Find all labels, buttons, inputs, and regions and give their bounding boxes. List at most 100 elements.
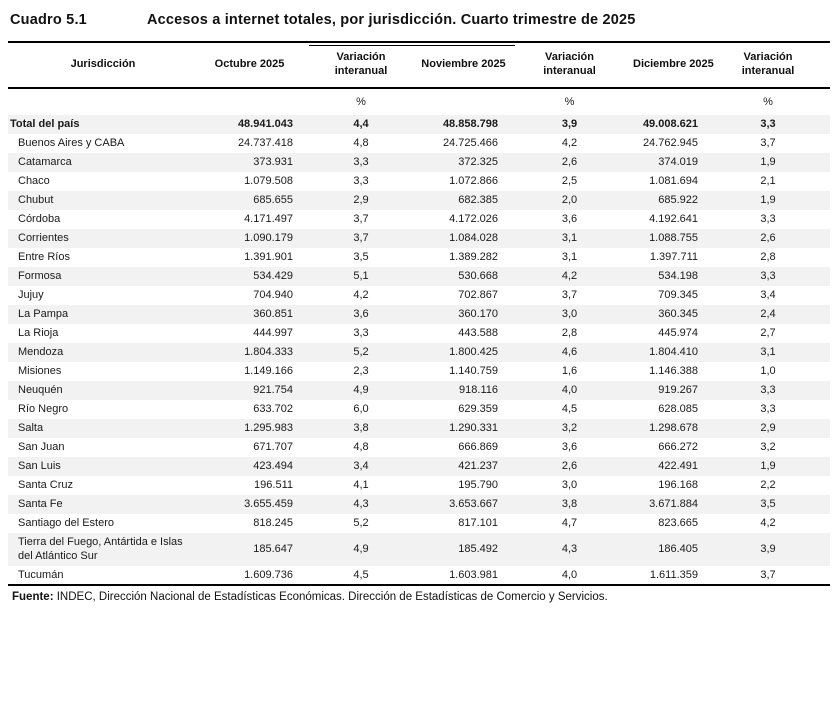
november-variation-cell: 2,6: [561, 156, 578, 169]
jurisdiction-cell: Buenos Aires y CABA: [18, 137, 125, 150]
column-header-noviembre: Noviembre 2025: [421, 42, 506, 89]
column-header-variacion-diciembre: Variación interanual: [706, 42, 830, 89]
october-variation-cell: 4,8: [353, 441, 369, 454]
jurisdiction-cell: Santa Cruz: [18, 479, 74, 492]
jurisdiction-cell: La Pampa: [18, 308, 69, 321]
november-value-cell: 24.725.466: [442, 137, 498, 150]
november-variation-cell: 4,2: [561, 137, 578, 150]
november-value-cell: 1.389.282: [449, 251, 498, 264]
column-header-label: Diciembre 2025: [633, 58, 714, 71]
december-variation-cell: 2,9: [760, 422, 776, 435]
november-variation-cell: 4,0: [561, 568, 578, 581]
october-value-cell: 4.171.497: [244, 213, 293, 226]
october-value-cell: 1.079.508: [244, 175, 293, 188]
unit-cell-empty: [8, 88, 198, 115]
december-value-cell: 1.611.359: [649, 568, 698, 581]
october-value-cell: 1.609.736: [244, 568, 293, 581]
jurisdiction-cell: Chubut: [18, 194, 54, 207]
table-row: Chaco 1.079.508 3,3 1.072.866 2,5 1.081.…: [8, 172, 830, 191]
table-row: Entre Ríos 1.391.901 3,5 1.389.282 3,1 1…: [8, 248, 830, 267]
december-value-cell: 1.146.388: [649, 365, 698, 378]
november-value-cell: 421.237: [458, 460, 498, 473]
table-row: La Pampa 360.851 3,6 360.170 3,0 360.345…: [8, 305, 830, 324]
table-row: Corrientes 1.090.179 3,7 1.084.028 3,1 1…: [8, 229, 830, 248]
october-variation-cell: 4,5: [353, 568, 369, 581]
table-row: Tucumán 1.609.736 4,5 1.603.981 4,0 1.61…: [8, 566, 830, 585]
november-value-cell: 1.140.759: [449, 365, 498, 378]
november-value-cell: 629.359: [458, 403, 498, 416]
december-value-cell: 196.168: [658, 479, 698, 492]
table-body: Total del país 48.941.043 4,4 48.858.798…: [8, 115, 830, 585]
november-variation-cell: 4,6: [561, 346, 578, 359]
december-variation-cell: 4,2: [760, 517, 776, 530]
november-variation-cell: 3,9: [561, 118, 578, 131]
october-value-cell: 185.647: [253, 543, 293, 556]
jurisdiction-cell: Total del país: [10, 118, 80, 131]
december-variation-cell: 3,7: [760, 137, 776, 150]
page-title: Accesos a internet totales, por jurisdic…: [146, 12, 636, 28]
december-variation-cell: 1,9: [760, 460, 776, 473]
october-value-cell: 818.245: [253, 517, 293, 530]
october-variation-cell: 3,7: [353, 232, 369, 245]
jurisdiction-cell: Santiago del Estero: [18, 517, 115, 530]
december-value-cell: 534.198: [658, 270, 698, 283]
data-table: Jurisdicción Octubre 2025 Variación inte…: [8, 41, 830, 586]
december-value-cell: 919.267: [658, 384, 698, 397]
november-variation-cell: 4,5: [561, 403, 578, 416]
november-value-cell: 1.084.028: [449, 232, 498, 245]
jurisdiction-cell: Jujuy: [18, 289, 44, 302]
december-variation-cell: 2,1: [760, 175, 776, 188]
october-value-cell: 671.707: [253, 441, 293, 454]
november-value-cell: 372.325: [458, 156, 498, 169]
jurisdiction-cell: Río Negro: [18, 403, 69, 416]
table-row: Formosa 534.429 5,1 530.668 4,2 534.198 …: [8, 267, 830, 286]
october-value-cell: 1.090.179: [244, 232, 293, 245]
november-variation-cell: 3,7: [561, 289, 578, 302]
november-value-cell: 530.668: [458, 270, 498, 283]
table-row: Total del país 48.941.043 4,4 48.858.798…: [8, 115, 830, 134]
column-header-diciembre: Diciembre 2025: [633, 42, 714, 89]
table-row: Santiago del Estero 818.245 5,2 817.101 …: [8, 514, 830, 533]
december-variation-cell: 3,7: [760, 568, 776, 581]
table-row: Santa Fe 3.655.459 4,3 3.653.667 3,8 3.6…: [8, 495, 830, 514]
november-variation-cell: 2,8: [561, 327, 578, 340]
december-value-cell: 1.088.755: [649, 232, 698, 245]
october-value-cell: 1.804.333: [244, 346, 293, 359]
table-row: Jujuy 704.940 4,2 702.867 3,7 709.345 3,…: [8, 286, 830, 305]
october-value-cell: 685.655: [253, 194, 293, 207]
november-variation-cell: 3,1: [561, 251, 578, 264]
table-row: La Rioja 444.997 3,3 443.588 2,8 445.974…: [8, 324, 830, 343]
december-value-cell: 1.397.711: [649, 251, 698, 264]
november-value-cell: 443.588: [458, 327, 498, 340]
jurisdiction-cell: Tierra del Fuego, Antártida e Islas del …: [18, 536, 183, 563]
november-value-cell: 1.603.981: [449, 568, 498, 581]
november-variation-cell: 3,0: [561, 308, 578, 321]
october-value-cell: 921.754: [253, 384, 293, 397]
december-variation-cell: 3,9: [760, 543, 776, 556]
december-variation-cell: 3,3: [760, 384, 776, 397]
unit-percent: %: [356, 96, 366, 108]
table-number: Cuadro 5.1: [10, 12, 87, 28]
october-variation-cell: 4,4: [353, 118, 369, 131]
table-row: Salta 1.295.983 3,8 1.290.331 3,2 1.298.…: [8, 419, 830, 438]
table-caption: Cuadro 5.1 Accesos a internet totales, p…: [8, 12, 830, 28]
jurisdiction-cell: Tucumán: [18, 568, 64, 581]
november-value-cell: 1.800.425: [449, 346, 498, 359]
october-value-cell: 534.429: [253, 270, 293, 283]
october-variation-cell: 3,3: [353, 327, 369, 340]
october-variation-cell: 3,3: [353, 156, 369, 169]
column-header-label: Variación interanual: [543, 51, 596, 77]
december-variation-cell: 2,4: [760, 308, 776, 321]
table-row: Catamarca 373.931 3,3 372.325 2,6 374.01…: [8, 153, 830, 172]
unit-cell-empty: [633, 88, 706, 115]
october-variation-cell: 2,3: [353, 365, 369, 378]
october-variation-cell: 3,7: [353, 213, 369, 226]
december-value-cell: 3.671.884: [649, 498, 698, 511]
october-value-cell: 24.737.418: [237, 137, 293, 150]
unit-row: % % %: [8, 88, 830, 115]
november-value-cell: 360.170: [458, 308, 498, 321]
november-variation-cell: 2,0: [561, 194, 578, 207]
december-value-cell: 666.272: [658, 441, 698, 454]
jurisdiction-cell: Entre Ríos: [18, 251, 70, 264]
